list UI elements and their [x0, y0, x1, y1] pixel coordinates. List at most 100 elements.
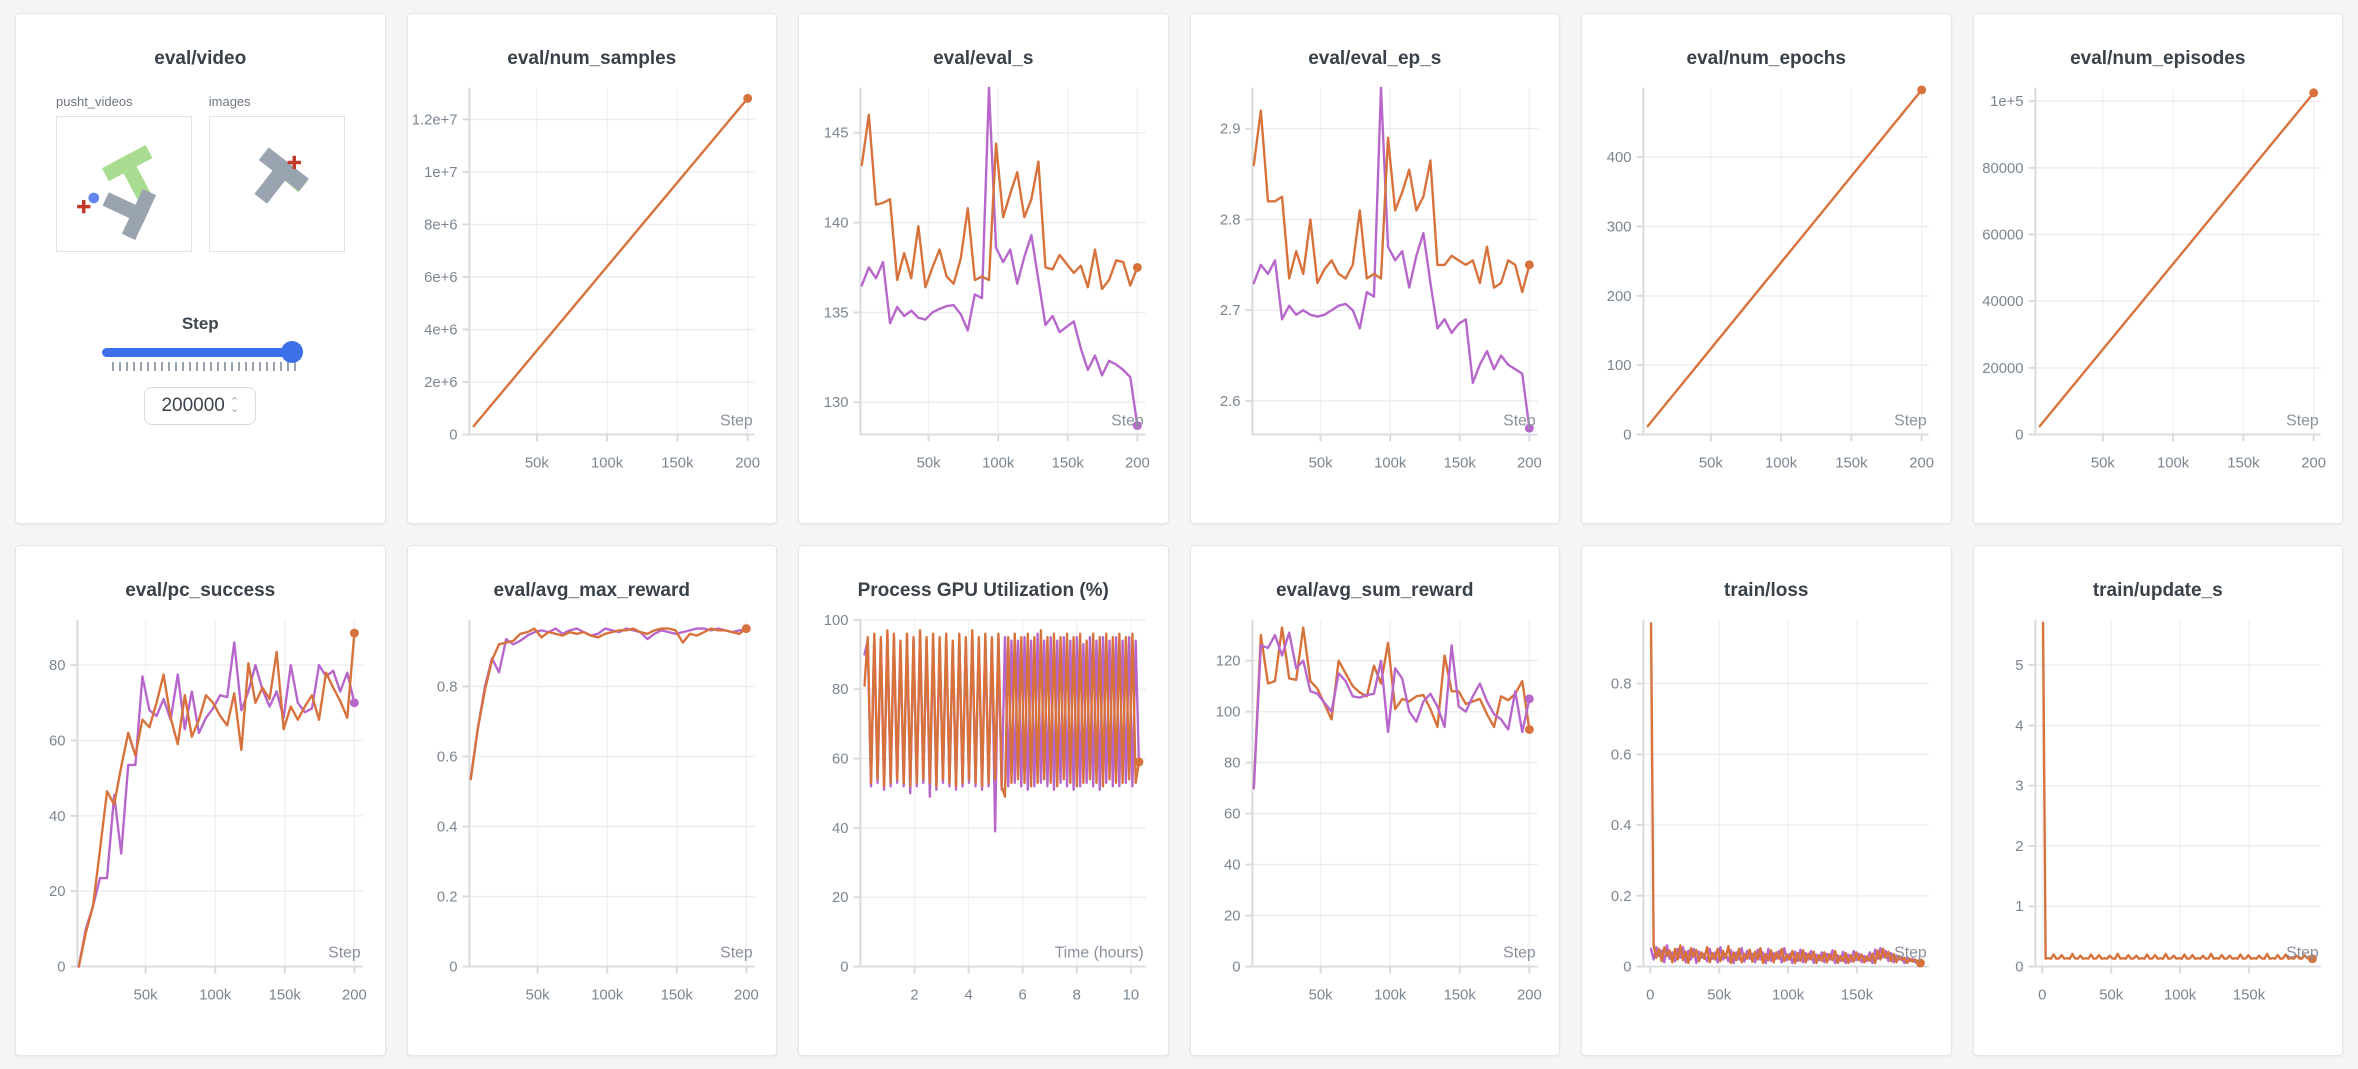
svg-text:100k: 100k: [1772, 987, 1805, 1003]
pusht-video-thumbnail[interactable]: [56, 116, 192, 252]
svg-text:1e+5: 1e+5: [1990, 94, 2023, 110]
line-chart[interactable]: 0 20 40 60 80 50k 100k 150k 200 Step: [16, 606, 385, 1026]
svg-text:Step: Step: [1894, 413, 1927, 430]
svg-text:80: 80: [832, 682, 849, 698]
svg-text:6: 6: [1019, 987, 1027, 1003]
slider-tick-marks: [112, 361, 297, 371]
svg-text:200: 200: [1125, 455, 1150, 471]
svg-text:4: 4: [964, 987, 972, 1003]
chart-title: train/loss: [1724, 580, 1809, 601]
svg-text:60: 60: [832, 752, 849, 768]
svg-text:Step: Step: [1503, 945, 1536, 962]
chart-title: Process GPU Utilization (%): [857, 580, 1109, 601]
agent-dot: [88, 192, 100, 204]
svg-text:Step: Step: [1111, 413, 1144, 430]
chevron-up-icon[interactable]: ⌃: [229, 396, 240, 409]
svg-text:Step: Step: [720, 945, 753, 962]
svg-text:200: 200: [1909, 455, 1934, 471]
svg-text:20: 20: [49, 884, 66, 900]
svg-text:100: 100: [1607, 358, 1632, 374]
svg-text:0: 0: [2015, 960, 2023, 976]
svg-text:200: 200: [342, 987, 367, 1003]
panel-gpu-utilization: Process GPU Utilization (%) 0 20 40 60 80 100…: [798, 545, 1169, 1056]
svg-text:Time (hours): Time (hours): [1055, 945, 1144, 962]
line-chart[interactable]: 0 100 200 300 400 50k 100k 150k 200 Step: [1582, 74, 1951, 494]
svg-text:4: 4: [2015, 718, 2023, 734]
stepper-arrows[interactable]: ⌃ ⌄: [229, 396, 240, 415]
svg-text:50k: 50k: [524, 455, 549, 471]
svg-text:0.6: 0.6: [1611, 747, 1632, 763]
svg-text:50k: 50k: [1699, 455, 1724, 471]
line-chart[interactable]: 0 2e+6 4e+6 6e+6 8e+6 1e+7 1.2e+7 50k 100k 150k 20…: [408, 74, 777, 494]
panel-eval-avg-sum-reward: eval/avg_sum_reward 0 20 40 60 80 100 120 50k 10…: [1189, 545, 1560, 1056]
svg-text:100k: 100k: [982, 455, 1015, 471]
slider-handle[interactable]: [280, 340, 303, 363]
svg-text:120: 120: [1215, 654, 1240, 670]
svg-text:0: 0: [2038, 987, 2046, 1003]
chart-title: eval/avg_max_reward: [493, 580, 690, 601]
svg-text:150k: 150k: [1052, 455, 1085, 471]
line-chart[interactable]: 2.6 2.7 2.8 2.9 50k 100k 150k 200 Step: [1191, 74, 1560, 494]
svg-text:100: 100: [824, 613, 849, 629]
panel-eval-num-samples: eval/num_samples 0 2e+6 4e+6 6e+6 8e+6 1e+7 1.…: [406, 13, 777, 524]
svg-text:50k: 50k: [525, 987, 550, 1003]
svg-text:1.2e+7: 1.2e+7: [411, 112, 457, 128]
svg-text:100k: 100k: [2164, 987, 2197, 1003]
panel-eval-num-epochs: eval/num_epochs 0 100 200 300 400 50k 100k 150k…: [1581, 13, 1952, 524]
svg-text:80: 80: [49, 658, 66, 674]
svg-text:50k: 50k: [1308, 455, 1333, 471]
line-chart[interactable]: 0 20 40 60 80 100 2 4 6 8 10 Time (hours): [799, 606, 1168, 1026]
line-chart[interactable]: 0 0.2 0.4 0.6 0.8 50k 100k 150k 200 Step: [408, 606, 777, 1026]
svg-text:0.6: 0.6: [436, 749, 457, 765]
svg-text:100k: 100k: [591, 987, 624, 1003]
step-number-input[interactable]: 200000 ⌃ ⌄: [144, 386, 257, 425]
svg-text:8: 8: [1073, 987, 1081, 1003]
svg-text:0: 0: [1646, 987, 1654, 1003]
line-chart[interactable]: 0 20 40 60 80 100 120 50k 100k 150k 200 Step: [1191, 606, 1560, 1026]
image-thumbnail[interactable]: [208, 116, 345, 252]
svg-text:60: 60: [1224, 807, 1241, 823]
svg-text:Step: Step: [1894, 945, 1927, 962]
media-row: pusht_videos image: [16, 94, 385, 252]
slider-track[interactable]: [102, 347, 299, 357]
chart-title: eval/eval_ep_s: [1308, 48, 1442, 69]
chart-title: eval/num_episodes: [2070, 48, 2246, 69]
panel-eval-avg-max-reward: eval/avg_max_reward 0 0.2 0.4 0.6 0.8 50k 100k…: [406, 545, 777, 1056]
svg-text:0: 0: [449, 428, 457, 444]
svg-text:2.7: 2.7: [1219, 303, 1240, 319]
svg-text:1e+7: 1e+7: [424, 165, 457, 181]
svg-text:150k: 150k: [1443, 987, 1476, 1003]
step-value[interactable]: 200000: [161, 394, 225, 416]
step-slider[interactable]: [102, 340, 303, 363]
svg-text:0: 0: [1232, 960, 1240, 976]
svg-text:300: 300: [1607, 220, 1632, 236]
svg-text:100k: 100k: [1765, 455, 1798, 471]
svg-text:150k: 150k: [269, 987, 302, 1003]
svg-text:Step: Step: [1503, 413, 1536, 430]
svg-text:40: 40: [49, 809, 66, 825]
green-t-shape: [101, 145, 153, 200]
media-pusht-videos: pusht_videos: [56, 94, 192, 252]
svg-text:0: 0: [1623, 960, 1631, 976]
line-chart[interactable]: 0 0.2 0.4 0.6 0.8 0 50k 100k 150k Step: [1582, 606, 1951, 1026]
panel-eval-pc-success: eval/pc_success 0 20 40 60 80 50k 100k 150k 200 S…: [15, 545, 386, 1056]
svg-text:2: 2: [910, 987, 918, 1003]
panel-eval-video: eval/video pusht_videos: [15, 13, 386, 524]
line-chart[interactable]: 130 135 140 145 50k 100k 150k 200 Step: [799, 74, 1168, 494]
svg-text:60: 60: [49, 733, 66, 749]
line-chart[interactable]: 0 20000 40000 60000 80000 1e+5 50k 100k 150k 200 S…: [1974, 74, 2343, 494]
line-chart[interactable]: 0 1 2 3 4 5 0 50k 100k 150k Step: [1974, 606, 2343, 1026]
svg-text:200: 200: [735, 455, 760, 471]
svg-text:100k: 100k: [199, 987, 232, 1003]
svg-text:0.2: 0.2: [1611, 889, 1632, 905]
chevron-down-icon[interactable]: ⌄: [229, 402, 240, 415]
svg-text:50k: 50k: [917, 455, 942, 471]
svg-text:0: 0: [840, 960, 848, 976]
svg-text:200: 200: [1516, 455, 1541, 471]
svg-text:135: 135: [824, 305, 849, 321]
svg-text:50k: 50k: [2099, 987, 2124, 1003]
panel-eval-eval-s: eval/eval_s 130 135 140 145 50k 100k 150k 200 St…: [798, 13, 1169, 524]
chart-title: eval/eval_s: [933, 48, 1034, 69]
svg-text:100: 100: [1215, 705, 1240, 721]
